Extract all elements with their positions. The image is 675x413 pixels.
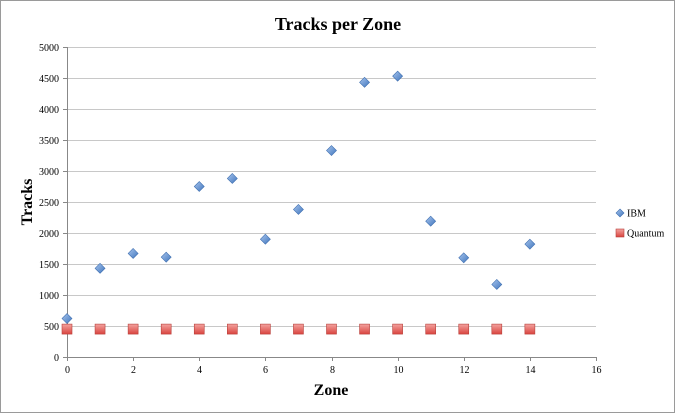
quantum-point xyxy=(260,323,271,335)
quantum-point xyxy=(359,323,370,335)
ibm-point xyxy=(94,262,106,274)
legend-label-quantum: Quantum xyxy=(627,229,664,240)
quantum-point xyxy=(491,323,503,335)
ibm-point xyxy=(425,215,437,227)
quantum-point xyxy=(524,323,536,335)
y-tick-label: 3000 xyxy=(39,167,59,178)
ibm-point xyxy=(160,251,172,263)
quantum-point xyxy=(227,323,238,335)
ibm-point xyxy=(458,252,470,264)
ibm-point xyxy=(491,279,503,290)
ibm-point xyxy=(61,313,73,324)
quantum-point xyxy=(94,323,106,335)
x-tick-label: 6 xyxy=(263,365,268,376)
quantum-point xyxy=(127,323,139,335)
y-tick-label: 3500 xyxy=(39,136,59,147)
quantum-point xyxy=(458,323,470,335)
x-tick-label: 4 xyxy=(197,365,202,376)
ibm-point xyxy=(524,238,536,250)
y-tick-label: 1000 xyxy=(39,291,59,302)
x-tick-label: 16 xyxy=(592,365,602,376)
y-tick-label: 500 xyxy=(44,322,59,333)
quantum-point xyxy=(193,323,205,335)
quantum-point xyxy=(61,323,73,335)
ibm-point xyxy=(326,145,337,156)
ibm-point xyxy=(193,181,205,192)
legend-marker-ibm xyxy=(615,208,625,218)
x-tick-label: 8 xyxy=(330,365,335,376)
ibm-point xyxy=(392,70,404,82)
data-points xyxy=(61,70,536,335)
legend-marker-quantum xyxy=(615,228,625,238)
quantum-point xyxy=(392,323,403,335)
chart-title: Tracks per Zone xyxy=(275,14,401,34)
x-tick-label: 0 xyxy=(65,365,70,376)
legend-label-ibm: IBM xyxy=(627,209,646,220)
quantum-point xyxy=(326,323,337,335)
x-tick-label: 2 xyxy=(131,365,136,376)
ibm-point xyxy=(293,204,304,215)
y-tick-label: 4000 xyxy=(39,105,59,116)
x-tick-label: 10 xyxy=(394,365,404,376)
ibm-point xyxy=(226,173,238,184)
axes xyxy=(63,47,597,361)
x-tick-label: 12 xyxy=(460,365,470,376)
ibm-point xyxy=(359,76,370,88)
legend: IBM Quantum xyxy=(615,208,664,240)
y-tick-label: 2000 xyxy=(39,229,59,240)
tick-labels: 0 500 1000 1500 2000 2500 3000 3500 4000 4500 5000… xyxy=(39,43,602,376)
ibm-point xyxy=(259,233,271,245)
quantum-point xyxy=(425,323,436,335)
gridlines xyxy=(67,47,596,327)
quantum-point xyxy=(160,323,172,335)
y-tick-label: 4500 xyxy=(39,74,59,85)
x-axis-title: Zone xyxy=(314,382,349,399)
x-tick-label: 14 xyxy=(526,365,536,376)
y-tick-label: 1500 xyxy=(39,260,59,271)
y-axis-title: Tracks xyxy=(19,179,36,226)
y-tick-label: 5000 xyxy=(39,43,59,54)
y-tick-label: 0 xyxy=(54,353,59,364)
ibm-point xyxy=(127,248,139,259)
y-tick-label: 2500 xyxy=(39,198,59,209)
quantum-point xyxy=(293,323,304,335)
